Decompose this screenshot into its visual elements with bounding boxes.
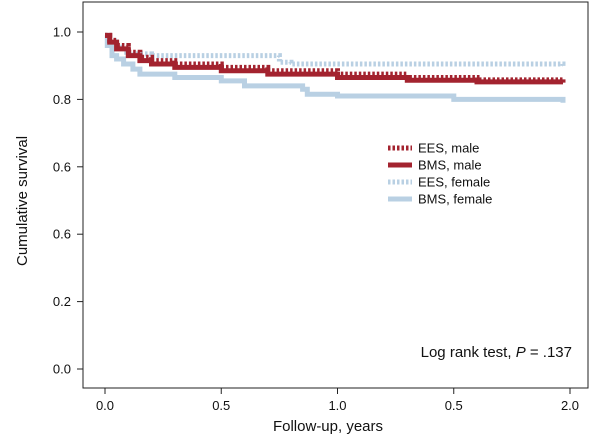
series-line-bms-female	[104, 32, 566, 103]
legend-label: BMS, male	[418, 158, 482, 173]
axes: 0.0 0.5 1.0 0.5 2.0 0.0 0.2 0.6 0.6 0.8 1.0	[53, 1, 589, 413]
legend-label: EES, male	[418, 141, 479, 156]
legend-label: EES, female	[418, 175, 490, 190]
y-tick-label: 0.6	[53, 159, 71, 174]
x-tick-label: 0.0	[96, 398, 114, 413]
annotation-prefix: Log rank test,	[421, 344, 516, 361]
y-tick-label: 0.0	[53, 362, 71, 377]
y-tick-label: 1.0	[53, 25, 71, 40]
legend: EES, male BMS, male EES, female BMS, female	[388, 141, 492, 207]
y-tick-label: 0.8	[53, 92, 71, 107]
plot-frame	[82, 1, 589, 389]
x-tick-label: 0.5	[445, 398, 463, 413]
x-tick-label: 1.0	[328, 398, 346, 413]
log-rank-annotation: Log rank test, P = .137	[421, 344, 572, 361]
y-axis-title: Cumulative survival	[14, 136, 31, 266]
x-tick-label: 2.0	[561, 398, 579, 413]
x-axis-title: Follow-up, years	[273, 418, 383, 435]
series-line-ees-male	[105, 32, 566, 83]
y-tick-label: 0.6	[53, 227, 71, 242]
series-lines	[104, 32, 566, 103]
annotation-suffix: = .137	[526, 344, 572, 361]
y-tick-label: 0.2	[53, 294, 71, 309]
series-line-bms-male	[105, 32, 566, 85]
x-tick-label: 0.5	[212, 398, 230, 413]
legend-label: BMS, female	[418, 192, 492, 207]
annotation-p: P	[516, 344, 526, 361]
